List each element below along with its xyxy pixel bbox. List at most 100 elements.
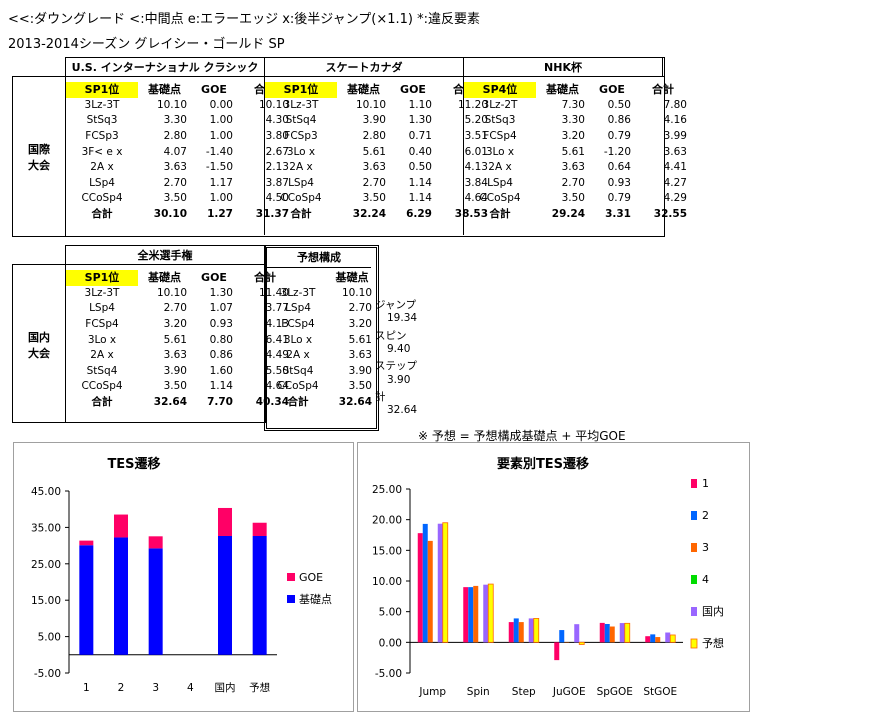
score-value: 1.07	[209, 302, 233, 315]
score-value: 11.20	[457, 98, 488, 111]
element-code: CCoSp4	[81, 192, 123, 205]
forecast-header: 予想構成	[267, 248, 371, 268]
total-value: 32.64	[153, 396, 187, 409]
bar-2-StGOE	[650, 634, 656, 643]
table-row: 3Lo x 5.61	[268, 332, 376, 348]
score-value: 3.50	[362, 192, 386, 205]
score-value: 1.14	[408, 176, 432, 189]
table-row: FCSp3 2.80 0.71 3.51	[265, 129, 492, 145]
table-row: StSq3 3.30 1.00 4.30	[66, 113, 293, 129]
total-row: 合計 32.64	[268, 395, 376, 411]
score-value: -1.50	[205, 161, 233, 174]
bar-予想-Jump	[442, 522, 449, 643]
base-header: 基礎点	[148, 271, 181, 285]
score-value: 3.30	[561, 114, 585, 127]
y-tick-label: 10.00	[372, 576, 402, 588]
score-value: -1.40	[205, 145, 233, 158]
comp-header-2: スケートカナダ	[264, 57, 464, 77]
y-tick-label: 25.00	[31, 559, 61, 571]
table-row: 2A x 3.63 -1.50 2.13	[66, 160, 293, 176]
table-row: 2A x 3.63 0.50 4.13	[265, 160, 492, 176]
legend-label: 3	[702, 541, 709, 554]
element-code: StSq3	[484, 114, 516, 127]
bar-1-Spin	[463, 587, 469, 643]
score-value: 0.93	[209, 318, 233, 331]
bar-2-SpGOE	[604, 623, 610, 643]
score-value: 3.90	[348, 364, 372, 377]
score-value: 2.70	[561, 176, 585, 189]
base-header: 基礎点	[546, 83, 579, 97]
bar-基礎点-予想	[252, 535, 267, 655]
bar-1-Step	[508, 622, 514, 643]
bar-GOE-1	[79, 540, 94, 546]
score-value: 0.80	[209, 333, 233, 346]
score-value: 1.10	[408, 98, 432, 111]
table-row: CCoSp4 3.50 1.14 4.64	[66, 379, 293, 395]
table-row: CCoSp4 3.50 0.79 4.29	[464, 191, 691, 207]
score-value: 4.64	[464, 192, 488, 205]
score-value: 0.40	[408, 145, 432, 158]
element-code: CCoSp4	[81, 380, 123, 393]
y-tick-label: 0.00	[379, 637, 402, 649]
score-value: 4.49	[265, 349, 289, 362]
chart-title: 要素別TES遷移	[497, 456, 589, 472]
score-value: 3.90	[163, 364, 187, 377]
score-value: 3.20	[163, 318, 187, 331]
legend-label: 1	[702, 477, 709, 490]
element-code: 3Lo x	[283, 333, 313, 346]
element-code: FCSp4	[281, 318, 315, 331]
x-tick-label: Jump	[418, 686, 446, 698]
tes-chart-frame: TES遷移 -5.00 5.00 15.00 25.00 35.00 45.00 1 2 3 4 国内…	[13, 442, 354, 712]
y-tick-label: 25.00	[372, 484, 402, 496]
category-sum: 9.40	[387, 342, 411, 355]
bar-1-Jump	[417, 533, 423, 643]
score-value: 5.61	[348, 333, 372, 346]
bar-国内-Spin	[483, 584, 489, 643]
notation-legend: <<:ダウングレード <:中間点 e:エラーエッジ x:後半ジャンプ(×1.1)…	[8, 12, 480, 27]
score-value: 4.27	[663, 176, 687, 189]
table-row: FCSp4 3.20	[268, 317, 376, 333]
legend-label: 4	[702, 573, 709, 586]
bar-予想-SpGOE	[624, 622, 631, 643]
bar-国内-StGOE	[665, 632, 671, 643]
score-value: 4.29	[663, 192, 687, 205]
rank-cell: SP1位	[265, 82, 337, 98]
bar-予想-Step	[533, 618, 540, 643]
score-value: 2.67	[265, 145, 289, 158]
score-value: 0.50	[607, 98, 631, 111]
x-tick-label: SpGOE	[597, 686, 633, 698]
score-value: 3.30	[163, 114, 187, 127]
bar-基礎点-国内	[218, 535, 232, 655]
category-sum: 32.64	[387, 404, 418, 417]
total-header: 合計	[652, 83, 674, 97]
table-row: 3Lz-3T 10.10 1.10 11.20	[265, 98, 492, 114]
bar-1-JuGOE	[554, 642, 560, 661]
bar-予想-JuGOE	[578, 641, 585, 645]
element-code: 3Lz-2T	[482, 98, 518, 111]
bar-基礎点-3	[148, 548, 163, 655]
table-row: FCSp3 2.80 1.00 3.80	[66, 129, 293, 145]
bar-国内-SpGOE	[619, 623, 625, 643]
score-value: 2.70	[348, 302, 372, 315]
element-code: FCSp4	[483, 130, 517, 143]
total-label: 合計	[91, 396, 113, 409]
total-value: 32.64	[338, 396, 372, 409]
bar-3-Spin	[473, 585, 479, 643]
score-value: 1.30	[209, 286, 233, 299]
legend-swatch-4	[691, 575, 697, 584]
score-value: 3.20	[561, 130, 585, 143]
legend-swatch-国内	[691, 607, 697, 616]
element-code: 2A x	[286, 349, 310, 362]
score-value: 3.51	[464, 130, 488, 143]
score-value: 10.10	[355, 98, 386, 111]
dom-label: 国内 大会	[28, 331, 50, 360]
table-row: CCoSp4 3.50 1.00 4.50	[66, 191, 293, 207]
score-value: 3.63	[163, 349, 187, 362]
score-value: 0.86	[209, 349, 233, 362]
empty-header	[268, 270, 328, 286]
element-code: LSp4	[285, 302, 311, 315]
bar-2-Step	[513, 618, 519, 643]
legend-label: 予想	[702, 636, 724, 650]
bar-2-Jump	[422, 523, 428, 643]
